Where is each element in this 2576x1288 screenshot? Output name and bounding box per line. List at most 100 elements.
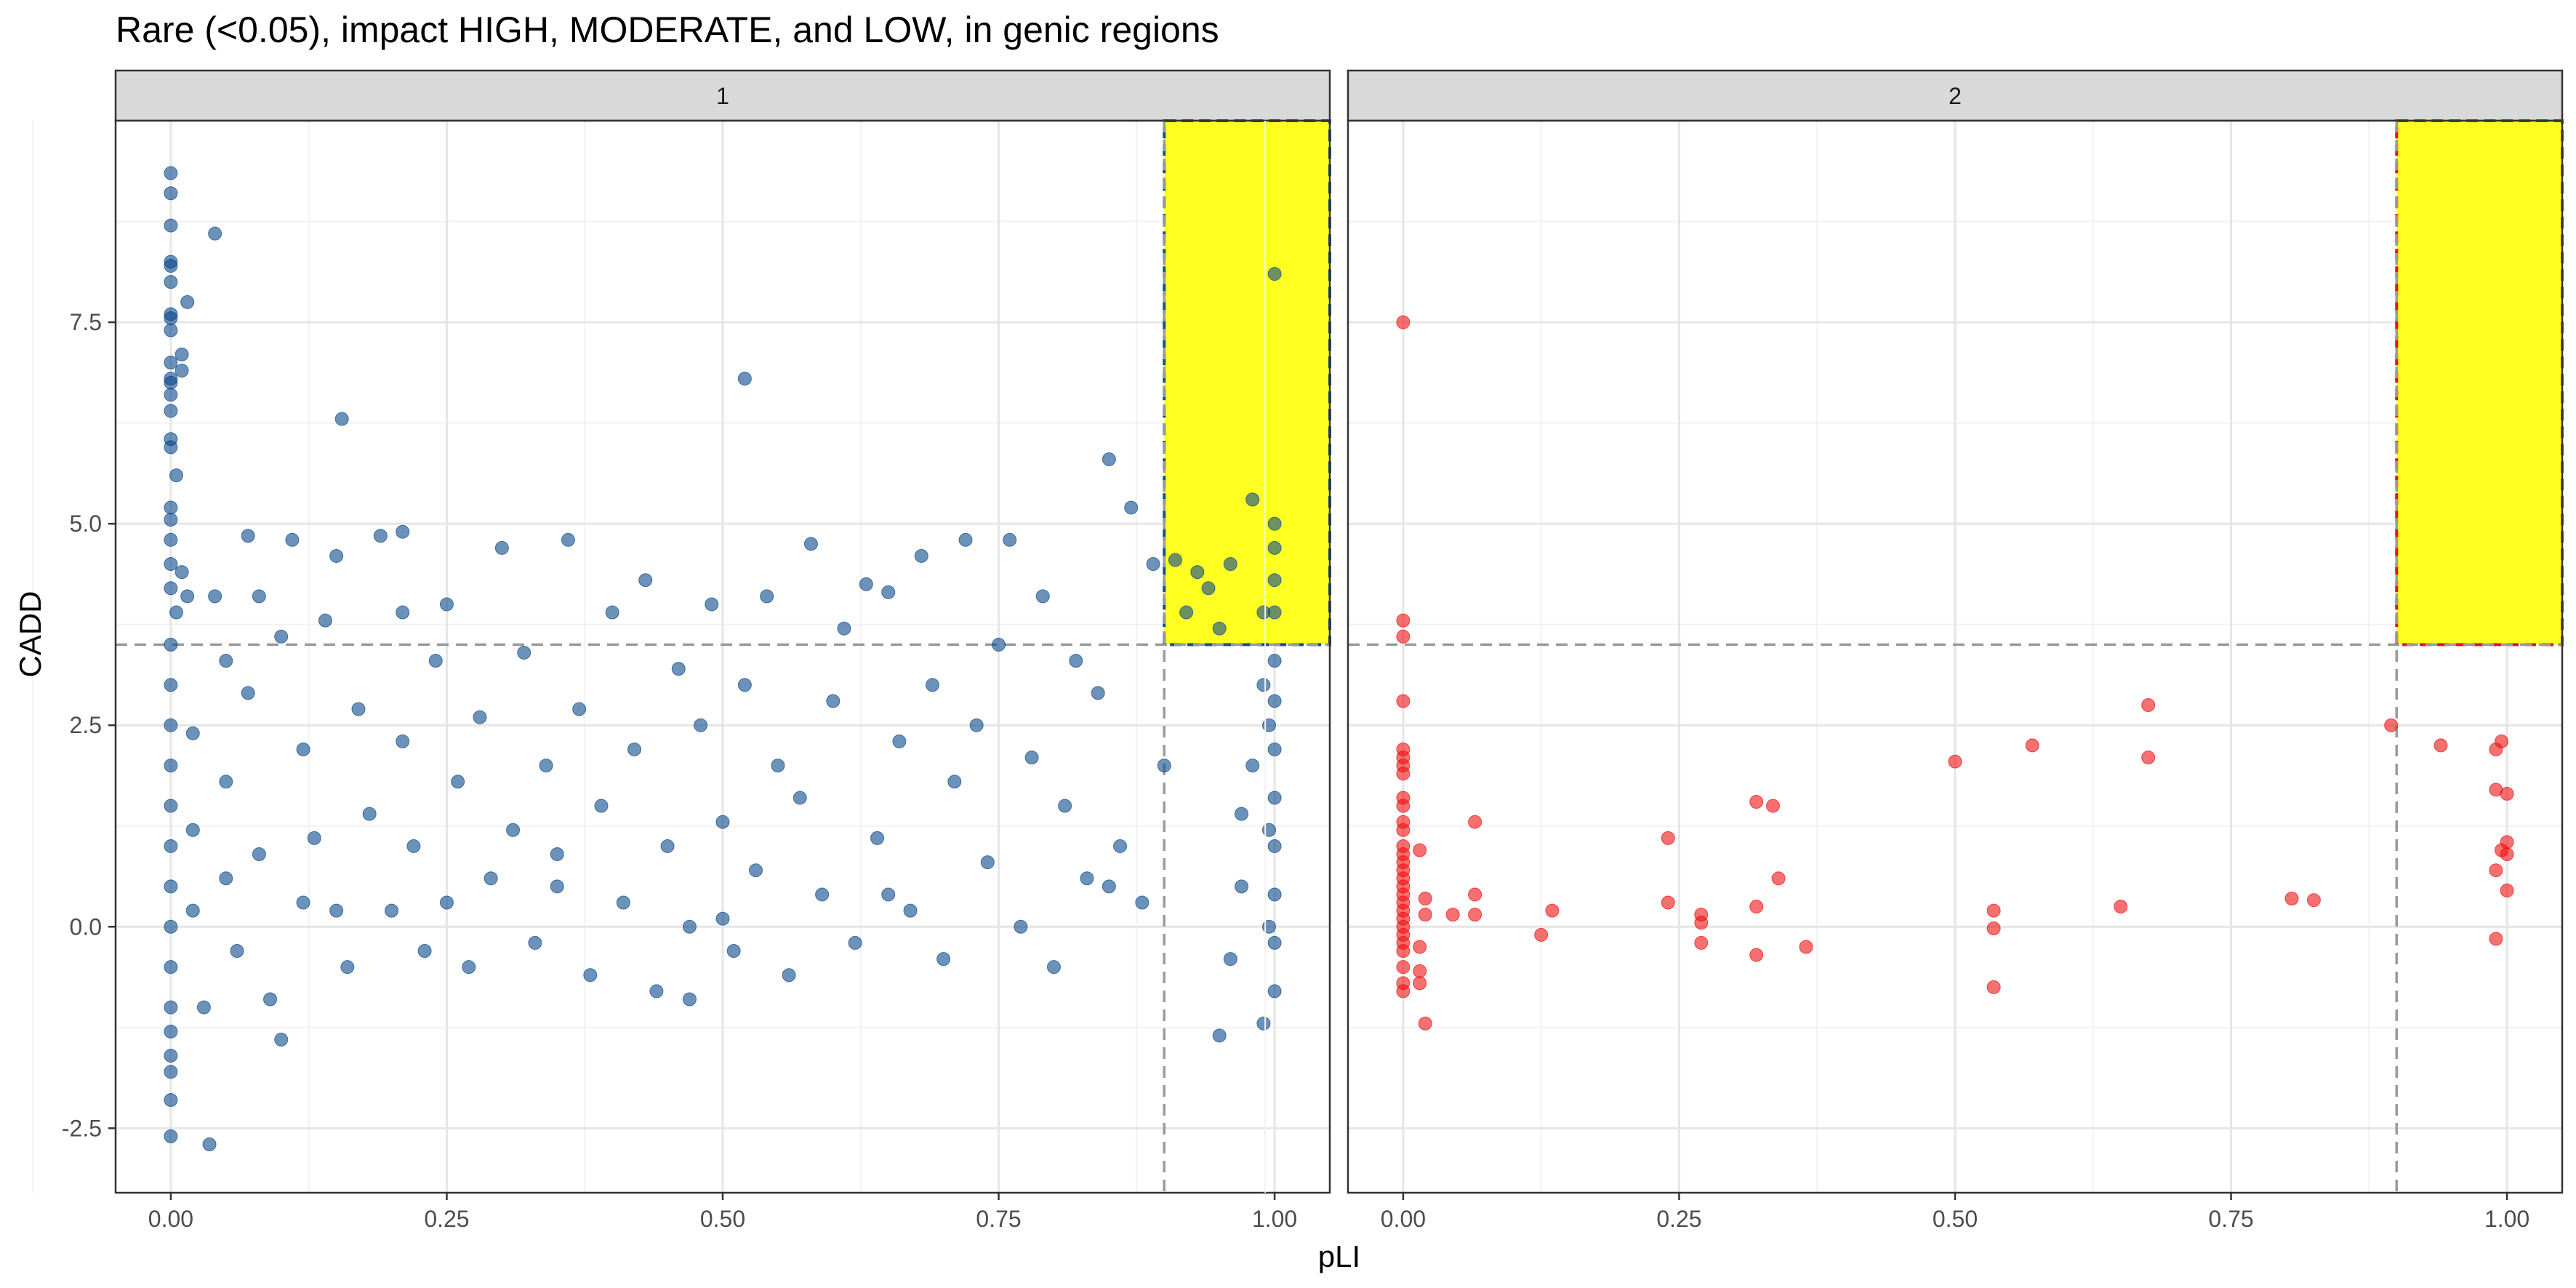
data-point (715, 815, 730, 829)
data-point (263, 992, 278, 1007)
panel-1-strip (114, 69, 1331, 122)
data-point (539, 759, 553, 773)
x-axis-title: pLI (1318, 1239, 1360, 1273)
data-point (726, 944, 741, 959)
data-point (2141, 697, 2156, 712)
data-point (1267, 694, 1282, 708)
data-point (307, 831, 321, 845)
data-point (881, 585, 896, 599)
highlight-region (1163, 119, 1331, 647)
data-point (1396, 629, 1411, 644)
data-point (274, 1032, 289, 1047)
data-point (241, 686, 255, 700)
data-point (2306, 893, 2321, 908)
data-point (2025, 738, 2039, 753)
data-point (1267, 605, 1282, 620)
data-point (715, 911, 730, 926)
data-point (185, 726, 200, 740)
data-point (1235, 807, 1249, 821)
data-point (1418, 1016, 1432, 1031)
data-point (1468, 815, 1482, 829)
data-point (1396, 823, 1411, 837)
data-point (1799, 940, 1813, 954)
data-point (208, 226, 222, 241)
data-point (164, 375, 178, 390)
data-point (1267, 573, 1282, 588)
data-point (749, 863, 763, 878)
data-point (870, 831, 885, 845)
data-point (164, 718, 178, 732)
data-point (550, 879, 564, 894)
data-point (1771, 871, 1786, 886)
data-point (760, 589, 774, 604)
data-point (1014, 919, 1028, 934)
data-point (1413, 843, 1427, 857)
data-point (936, 952, 951, 967)
data-point (2489, 932, 2503, 946)
data-point (473, 710, 487, 724)
data-point (439, 895, 454, 910)
data-point (1694, 935, 1709, 950)
data-point (2489, 742, 2503, 756)
data-point (2433, 738, 2448, 753)
data-point (1468, 908, 1482, 922)
data-point (1749, 794, 1764, 809)
x-tick-label: 0.25 (424, 1206, 469, 1232)
data-point (1235, 879, 1249, 894)
data-point (1267, 742, 1282, 756)
data-point (947, 775, 962, 789)
data-point (1168, 553, 1182, 567)
y-axis: -2.5 0.0 2.5 5.0 7.5 (62, 309, 116, 1141)
data-point (1267, 935, 1282, 950)
data-point (164, 557, 178, 572)
data-point (1124, 500, 1139, 515)
data-point (638, 573, 653, 588)
data-point (1267, 540, 1282, 555)
x-tick-label: 0.50 (1933, 1206, 1978, 1232)
data-point (1468, 887, 1482, 902)
data-point (396, 524, 410, 539)
data-point (164, 513, 178, 527)
data-point (1445, 908, 1460, 922)
data-point (406, 839, 421, 853)
data-point (164, 879, 178, 894)
data-point (252, 589, 266, 604)
data-point (285, 532, 300, 547)
data-point (1986, 921, 2001, 935)
x-axis-panel-1: 0.00 0.25 0.50 0.75 1.00 (148, 1193, 1297, 1232)
data-point (627, 742, 642, 756)
data-point (164, 919, 178, 934)
data-point (1267, 887, 1282, 902)
data-point (1080, 871, 1094, 886)
data-point (1223, 557, 1237, 572)
data-point (848, 935, 862, 950)
data-point (1396, 944, 1411, 959)
data-point (1749, 900, 1764, 914)
data-point (1003, 532, 1017, 547)
data-point (219, 775, 233, 789)
x-tick-label: 1.00 (1252, 1206, 1297, 1232)
data-point (329, 903, 344, 918)
data-point (1267, 791, 1282, 805)
data-point (1157, 759, 1171, 773)
data-point (837, 621, 851, 636)
data-point (164, 960, 178, 975)
data-point (185, 903, 200, 918)
data-point (1046, 960, 1061, 975)
data-point (803, 537, 818, 551)
data-point (1256, 1016, 1271, 1031)
data-point (164, 799, 178, 813)
data-point (164, 678, 178, 692)
x-axis-panel-2: 0.00 0.25 0.50 0.75 1.00 (1381, 1193, 2529, 1232)
data-point (169, 605, 183, 620)
y-tick-label: -2.5 (62, 1115, 102, 1141)
data-point (385, 903, 399, 918)
data-point (1396, 694, 1411, 708)
data-point (594, 799, 609, 813)
data-point (1396, 799, 1411, 813)
data-point (252, 847, 266, 862)
data-point (174, 347, 189, 361)
data-point (737, 678, 752, 692)
y-tick-label: 7.5 (70, 309, 102, 335)
